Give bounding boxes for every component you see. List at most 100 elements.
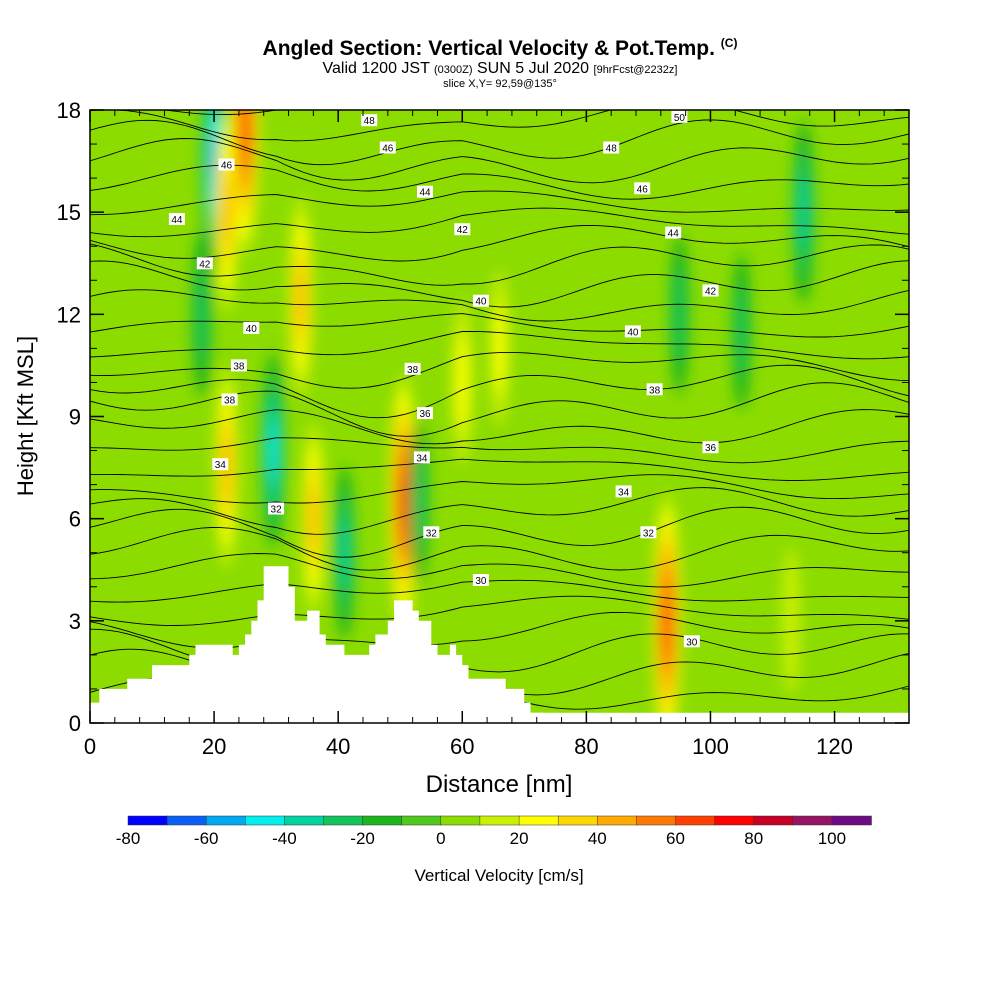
terrain-shape (90, 566, 543, 723)
theta-contour-line (90, 579, 909, 603)
theta-label: 34 (615, 485, 632, 498)
velocity-blob (412, 452, 425, 552)
velocity-blob (673, 266, 686, 363)
theta-label-bg (168, 213, 185, 225)
valid-date: SUN 5 Jul 2020 (477, 60, 590, 77)
theta-contour-line (161, 110, 308, 116)
theta-label-bg (702, 441, 719, 454)
theta-contour-line (90, 458, 909, 481)
y-tick-label: 6 (69, 507, 81, 532)
theta-label: 38 (221, 393, 238, 407)
theta-label-bg (196, 257, 213, 270)
theta-label: 46 (634, 182, 651, 195)
theta-label-text: 48 (606, 144, 618, 155)
velocity-blob (798, 172, 809, 252)
velocity-blob (309, 486, 318, 551)
y-tick-label: 0 (69, 711, 81, 736)
theta-label: 38 (404, 362, 421, 376)
theta-label-text: 38 (649, 385, 661, 396)
colorbar-swatch (440, 815, 481, 826)
theta-label: 42 (702, 284, 719, 298)
theta-label-text: 46 (382, 144, 394, 155)
theta-contour-line (90, 595, 909, 626)
theta-label-bg (212, 458, 229, 471)
y-tick-label: 18 (57, 98, 81, 123)
y-tick-label: 12 (57, 302, 81, 327)
colorbar-swatch (518, 815, 559, 826)
theta-label: 32 (640, 526, 657, 539)
velocity-blob (456, 332, 469, 432)
y-tick-label: 15 (57, 200, 81, 225)
theta-label: 44 (168, 213, 185, 226)
theta-label-text: 34 (215, 460, 227, 471)
x-tick-label: 20 (202, 734, 226, 759)
title-tag: (C) (720, 36, 738, 50)
theta-label: 42 (196, 257, 213, 270)
velocity-blob (664, 595, 670, 647)
theta-label: 32 (268, 502, 285, 516)
colorbar: -80 -60 -40 -20 0 20 40 60 80 100 (116, 815, 872, 848)
theta-label-text: 38 (407, 365, 419, 376)
theta-label: 34 (212, 458, 229, 471)
theta-label-bg (413, 451, 430, 464)
theta-label: 40 (243, 322, 260, 335)
valid-prefix: Valid 1200 JST (322, 60, 430, 77)
colorbar-tick-label: 60 (666, 829, 685, 848)
colorbar-swatch (636, 815, 677, 826)
velocity-blob (195, 264, 208, 364)
theta-contour-line (90, 190, 909, 216)
theta-label-bg (665, 226, 682, 239)
colorbar-swatch (479, 815, 520, 826)
theta-contour-line (90, 138, 909, 184)
theta-label-bg (379, 141, 396, 154)
theta-contour-line (90, 364, 909, 419)
theta-label-text: 48 (364, 116, 376, 127)
theta-label-text: 36 (705, 443, 717, 454)
theta-contour-line (90, 110, 909, 142)
theta-contour-line (90, 409, 909, 445)
theta-contour-line (90, 243, 909, 286)
theta-label-text: 40 (475, 297, 487, 308)
theta-label-bg (417, 185, 433, 198)
colorbar-tick-label: 0 (436, 829, 445, 848)
colorbar-swatch (557, 815, 599, 826)
x-axis-label: Distance [nm] (426, 771, 573, 798)
theta-label-text: 42 (705, 287, 717, 298)
theta-label-text: 36 (419, 409, 431, 420)
theta-contour-line (90, 553, 909, 588)
colorbar-tick-label: -20 (350, 829, 375, 848)
theta-contour-line (90, 331, 909, 360)
theta-contour-line (90, 207, 909, 238)
theta-label: 30 (472, 574, 489, 587)
theta-label-text: 44 (171, 215, 183, 226)
theta-label-text: 46 (637, 184, 649, 195)
x-tick-label: 0 (84, 734, 96, 759)
colorbar-tick-label: -60 (194, 829, 219, 848)
theta-label-text: 44 (668, 229, 680, 240)
x-tick-label: 120 (816, 734, 853, 759)
terrain (90, 566, 909, 723)
theta-label-text: 40 (627, 327, 639, 338)
x-tick-label: 80 (574, 734, 598, 759)
theta-label-text: 42 (199, 259, 211, 270)
colorbar-swatch (205, 815, 247, 826)
theta-label: 48 (603, 141, 620, 155)
colorbar-label: Vertical Velocity [cm/s] (414, 866, 583, 885)
theta-label-text: 42 (457, 225, 469, 236)
colorbar-swatch (792, 815, 833, 826)
theta-label: 32 (423, 526, 440, 539)
theta-label-bg (634, 182, 651, 195)
theta-contour-line (90, 313, 909, 338)
theta-contour-line (90, 351, 909, 389)
theta-contour-line (90, 506, 909, 558)
theta-label-text: 30 (475, 576, 487, 587)
theta-contour-line (90, 527, 909, 571)
theta-label-bg (702, 284, 719, 297)
lowest-level-strip (90, 712, 909, 723)
chart-title: Angled Section: Vertical Velocity & Pot.… (0, 36, 1000, 61)
y-tick-label: 3 (69, 609, 81, 634)
colorbar-tick-label: 40 (588, 829, 607, 848)
theta-label: 42 (454, 223, 471, 236)
theta-contour-line (90, 437, 909, 464)
x-tick-label: 100 (692, 734, 729, 759)
